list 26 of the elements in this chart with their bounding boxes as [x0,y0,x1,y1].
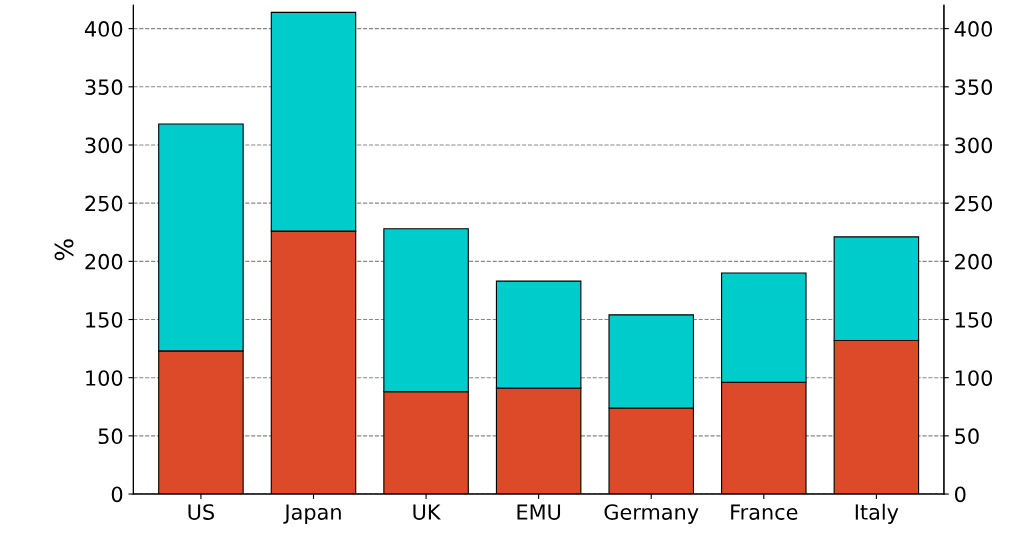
y-tick-label: 100 [86,370,123,386]
x-tick-label: Italy [855,503,899,524]
y2-tick-label: 50 [955,428,979,445]
y2-tick-label: 100 [955,370,993,386]
x-tick-label: France [731,504,798,520]
y2-tick-label: 150 [955,311,993,328]
x-tick-label: Germany [604,504,699,524]
y-tick-label: 200 [85,253,123,270]
y2-tick-label: 200 [955,253,993,270]
x-tick-label: US [188,504,214,520]
y2-tick-label: 300 [955,137,993,154]
y-tick-label: 150 [86,311,123,328]
y-tick-label: 250 [85,195,123,212]
y2-tick-label: 350 [955,79,993,96]
y-tick-label: 0 [111,486,123,503]
y2-tick-label: 400 [954,21,993,37]
y2-tick-label: 0 [955,486,966,503]
y-axis-title: % [54,239,74,261]
x-tick-label: Japan [283,504,341,524]
y-tick-label: 400 [84,21,123,37]
x-tick-label: UK [413,504,441,520]
x-tick-label: EMU [517,504,561,520]
y-tick-label: 300 [85,137,123,154]
y-tick-label: 350 [85,79,123,96]
y-tick-label: 50 [98,428,123,445]
y2-tick-label: 250 [955,195,993,212]
